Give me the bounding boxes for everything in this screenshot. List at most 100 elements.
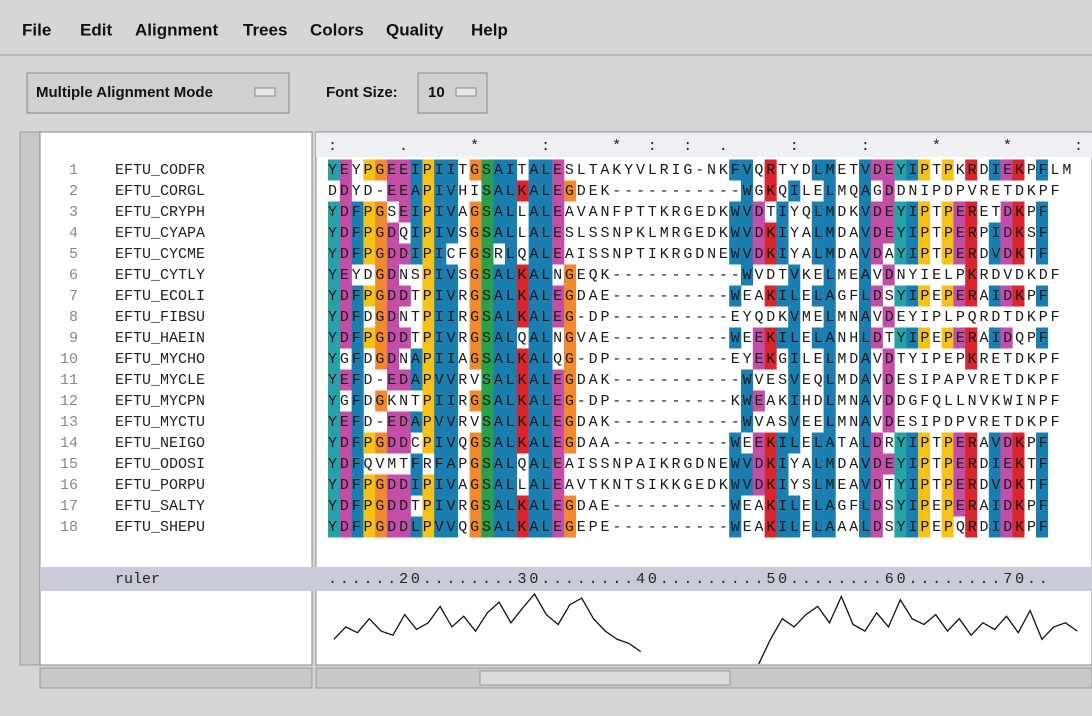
residue-cell [516, 180, 529, 202]
residue-cell [870, 243, 883, 265]
residue-cell [505, 180, 518, 202]
row-number: 3 [69, 204, 78, 221]
residue-cell [859, 411, 872, 433]
residue-cell [741, 453, 754, 475]
residue-cell [375, 516, 388, 538]
residue-cell [375, 432, 388, 454]
residue-cell [941, 243, 954, 265]
residue-cell [1000, 222, 1013, 244]
residue-cell [351, 390, 364, 412]
residue-cell [1036, 495, 1049, 517]
residue-cell [528, 369, 541, 391]
residue-cell [811, 285, 824, 307]
residue-cell [752, 432, 765, 454]
residue-cell [918, 327, 931, 349]
residue-cell [729, 432, 742, 454]
residue-cell [328, 327, 341, 349]
residue-cell [552, 180, 565, 202]
residue-cell [918, 243, 931, 265]
residue-cell [469, 495, 482, 517]
residue-cell [1036, 159, 1049, 181]
residue-cell [363, 495, 376, 517]
row-number: 2 [69, 183, 78, 200]
residue-cell [328, 411, 341, 433]
menu-item[interactable]: Quality [386, 20, 444, 39]
residue-cell [823, 495, 836, 517]
residue-cell [481, 243, 494, 265]
residue-cell [398, 285, 411, 307]
residue-cell [764, 285, 777, 307]
residue-cell [918, 495, 931, 517]
residue-cell [410, 159, 423, 181]
residue-cell [328, 159, 341, 181]
row-number: 13 [60, 414, 78, 431]
residue-cell [988, 285, 1001, 307]
menu-item[interactable]: Help [471, 20, 508, 39]
residue-cell [564, 306, 577, 328]
residue-cell [564, 348, 577, 370]
residue-cell [906, 495, 919, 517]
residue-cell [564, 390, 577, 412]
menu-item[interactable]: Alignment [135, 20, 218, 39]
mode-button[interactable] [26, 72, 290, 114]
residue-cell [434, 369, 447, 391]
names-scrollbar[interactable] [39, 667, 313, 689]
sequence-name: EFTU_PORPU [115, 477, 205, 494]
residue-cell [552, 369, 565, 391]
residue-cell [351, 516, 364, 538]
menu-item[interactable]: Colors [310, 20, 364, 39]
menu-item[interactable]: Edit [80, 20, 112, 39]
residue-cell [351, 201, 364, 223]
residue-cell [941, 327, 954, 349]
residue-cell [1012, 222, 1025, 244]
residue-cell [941, 432, 954, 454]
residue-cell [493, 369, 506, 391]
residue-cell [882, 222, 895, 244]
row-number: 12 [60, 393, 78, 410]
residue-cell [446, 264, 459, 286]
residue-cell [469, 327, 482, 349]
sequence-name: EFTU_SALTY [115, 498, 205, 515]
residue-cell [918, 201, 931, 223]
residue-cell [870, 285, 883, 307]
residue-cell [328, 453, 341, 475]
sequence-name: EFTU_CORGL [115, 183, 205, 200]
residue-cell [764, 453, 777, 475]
residue-cell [941, 474, 954, 496]
row-number: 4 [69, 225, 78, 242]
residue-cell [788, 306, 801, 328]
residue-cell [859, 264, 872, 286]
residue-cell [906, 243, 919, 265]
row-number: 9 [69, 330, 78, 347]
residue-cell [552, 495, 565, 517]
residue-cell [493, 348, 506, 370]
vertical-scrollbar[interactable] [19, 131, 41, 666]
residue-cell [870, 222, 883, 244]
residue-cell [729, 201, 742, 223]
residue-cell [528, 201, 541, 223]
menu-item[interactable]: Trees [243, 20, 287, 39]
residue-cell [328, 306, 341, 328]
residue-cell [528, 327, 541, 349]
residue-cell [339, 516, 352, 538]
residue-cell [859, 390, 872, 412]
residue-cell [870, 474, 883, 496]
residue-cell [434, 180, 447, 202]
residue-cell [941, 285, 954, 307]
residue-cell [505, 453, 518, 475]
residue-cell [328, 243, 341, 265]
residue-cell [564, 516, 577, 538]
residue-cell [811, 222, 824, 244]
residue-cell [339, 453, 352, 475]
residue-cell [398, 411, 411, 433]
residue-cell [516, 432, 529, 454]
residue-cell [363, 432, 376, 454]
menu-item[interactable]: File [22, 20, 51, 39]
residue-cell [434, 390, 447, 412]
residue-cell [422, 327, 435, 349]
scroll-thumb[interactable] [479, 670, 731, 686]
residue-cell [387, 516, 400, 538]
residue-cell [493, 285, 506, 307]
residue-cell [422, 390, 435, 412]
residue-cell [552, 474, 565, 496]
